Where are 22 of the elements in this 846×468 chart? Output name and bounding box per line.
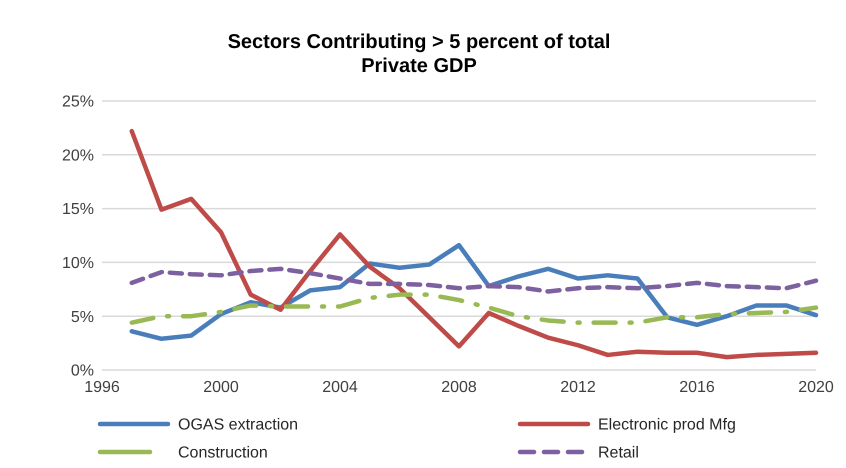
legend-label: Electronic prod Mfg — [598, 416, 736, 434]
x-tick-label: 2004 — [322, 379, 358, 396]
legend-label: Retail — [598, 444, 639, 462]
x-tick-label: 2012 — [560, 379, 596, 396]
line-series — [130, 266, 818, 294]
y-tick-label: 20% — [62, 147, 94, 164]
x-tick-label: 2016 — [679, 379, 715, 396]
legend-label: Construction — [178, 444, 268, 462]
x-tick-label: 1996 — [84, 379, 120, 396]
x-tick-label: 2020 — [798, 379, 834, 396]
y-tick-label: 15% — [62, 201, 94, 218]
line-series — [130, 128, 818, 360]
chart-title: Sectors Contributing > 5 percent of total Private GDP — [228, 31, 610, 77]
y-tick-label: 5% — [70, 308, 94, 326]
x-tick-label: 2000 — [203, 379, 239, 396]
y-tick-label: 25% — [62, 94, 94, 111]
line-series — [130, 292, 818, 325]
x-tick-label: 2008 — [441, 379, 477, 396]
y-tick-label: 10% — [62, 255, 94, 272]
legend-label: OGAS extraction — [178, 416, 298, 434]
line-series — [130, 242, 818, 342]
y-tick-label: 0% — [70, 362, 94, 380]
